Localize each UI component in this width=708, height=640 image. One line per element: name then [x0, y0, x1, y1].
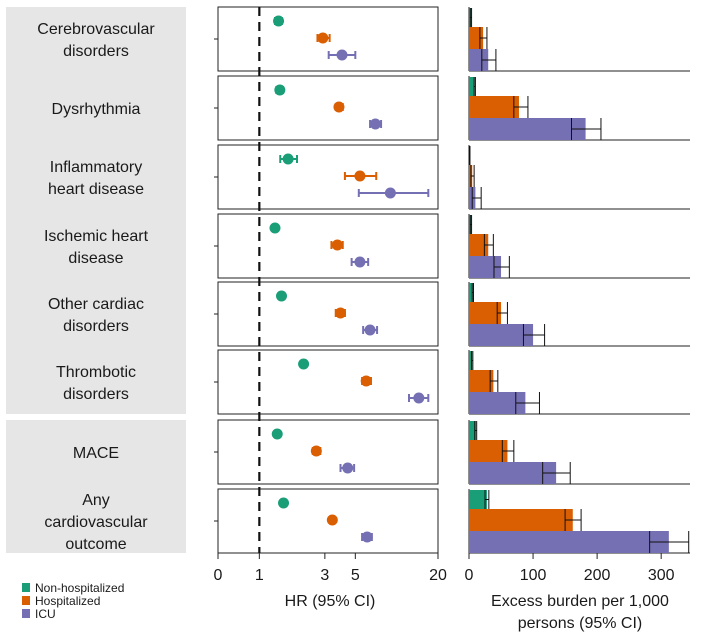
outcome-label-line: MACE — [73, 445, 119, 462]
excess-burden-bar — [469, 118, 586, 140]
outcome-label-line: Dysrhythmia — [52, 101, 141, 118]
outcome-label-line: disorders — [63, 43, 129, 60]
forest-panel-frame — [217, 349, 439, 415]
forest-x-tick-label: 0 — [214, 567, 223, 584]
outcome-label-line: Any — [82, 492, 110, 509]
hr-point — [354, 256, 366, 268]
forest-panel-frame — [217, 75, 439, 141]
bar-x-axis-label: Excess burden per 1,000 persons (95% CI) — [491, 593, 669, 632]
forest-x-tick-label: 5 — [351, 567, 360, 584]
hr-point — [273, 15, 285, 27]
hr-point — [413, 392, 425, 404]
outcome-labels-panel: Cerebrovascular disorders Dysrhythmia Infla… — [6, 7, 186, 553]
hr-point — [333, 101, 345, 113]
hr-point — [326, 514, 338, 526]
hr-point — [369, 118, 381, 130]
outcome-label: Other cardiac disorders — [48, 296, 144, 335]
outcome-label: Dysrhythmia — [52, 101, 141, 118]
outcome-label-line: disorders — [63, 386, 129, 403]
hr-point — [269, 222, 281, 234]
outcome-label: Any cardiovascular outcome — [44, 492, 148, 553]
excess-burden-bar — [469, 256, 502, 278]
forest-x-tick-label: 20 — [429, 567, 447, 584]
excess-burden-bar — [469, 440, 508, 462]
excess-burden-bar — [469, 96, 519, 118]
bar-x-axis-label-line: persons (95% CI) — [518, 615, 643, 632]
forest-panel-frame — [217, 281, 439, 347]
excess-burden-bar — [469, 531, 669, 553]
bar-x-tick-label: 300 — [648, 567, 675, 584]
hr-point — [271, 428, 283, 440]
hr-point — [331, 239, 343, 251]
forest-panel-frame — [217, 213, 439, 279]
hr-point — [384, 187, 396, 199]
outcome-label-line: Inflammatory — [50, 159, 142, 176]
outcome-label-line: heart disease — [48, 181, 144, 198]
excess-burden-bar-chart: 0 100 200 300 — [465, 7, 690, 584]
outcome-label: Thrombotic disorders — [56, 364, 136, 403]
hr-point — [335, 307, 347, 319]
excess-burden-bar — [469, 49, 489, 71]
forest-x-axis-label: HR (95% CI) — [285, 593, 376, 610]
hr-point — [361, 531, 373, 543]
outcome-label-line: Ischemic heart — [44, 228, 149, 245]
excess-burden-bar — [469, 324, 534, 346]
forest-x-tick-label: 3 — [320, 567, 329, 584]
hr-point — [364, 324, 376, 336]
excess-burden-bar — [469, 462, 557, 484]
bar-x-tick-label: 200 — [584, 567, 611, 584]
excess-burden-bar — [469, 351, 473, 370]
excess-burden-bar — [469, 509, 573, 531]
outcome-label-line: Cerebrovascular — [37, 21, 155, 38]
outcome-label-line: cardiovascular — [44, 514, 148, 531]
outcome-label-line: Thrombotic — [56, 364, 136, 381]
hr-point — [336, 49, 348, 61]
forest-plot: 0 1 3 5 20 — [214, 6, 447, 584]
legend-label: Non-hospitalized — [35, 581, 124, 595]
summary-panel-background — [6, 420, 186, 553]
hr-point — [282, 153, 294, 165]
legend-label: Hospitalized — [35, 594, 100, 608]
forest-panel-frame — [217, 144, 439, 210]
hr-point — [274, 84, 286, 96]
legend-swatch — [22, 596, 30, 605]
excess-burden-bar — [469, 370, 494, 392]
hr-point — [278, 497, 290, 509]
outcome-label: MACE — [73, 445, 119, 462]
excess-burden-bar — [469, 77, 475, 96]
hr-point — [317, 32, 329, 44]
excess-burden-bar — [469, 490, 487, 509]
hr-point — [310, 445, 322, 457]
forest-x-tick-label: 1 — [255, 567, 264, 584]
hr-point — [275, 290, 287, 302]
excess-burden-bar — [469, 283, 473, 302]
outcome-panel-background — [6, 7, 186, 414]
excess-burden-bar — [469, 392, 526, 414]
hr-point — [360, 375, 372, 387]
outcome-label-line: disease — [68, 250, 123, 267]
hr-point — [298, 358, 310, 370]
outcome-label-line: disorders — [63, 318, 129, 335]
bar-x-tick-label: 100 — [520, 567, 547, 584]
excess-burden-bar — [469, 302, 502, 324]
excess-burden-bar — [469, 421, 477, 440]
outcome-label-line: Other cardiac — [48, 296, 144, 313]
excess-burden-bar — [469, 234, 489, 256]
hr-point — [354, 170, 366, 182]
legend-swatch — [22, 609, 30, 618]
legend-label: ICU — [35, 607, 56, 621]
legend-swatch — [22, 583, 30, 592]
hr-point — [342, 462, 354, 474]
outcome-label: Cerebrovascular disorders — [37, 21, 155, 60]
outcome-label: Inflammatory heart disease — [48, 159, 144, 198]
outcome-label-line: outcome — [65, 536, 126, 553]
outcome-label: Ischemic heart disease — [44, 228, 149, 267]
bar-x-axis-label-line: Excess burden per 1,000 — [491, 593, 669, 610]
bar-x-tick-label: 0 — [465, 567, 474, 584]
forest-panel-frame — [217, 419, 439, 485]
